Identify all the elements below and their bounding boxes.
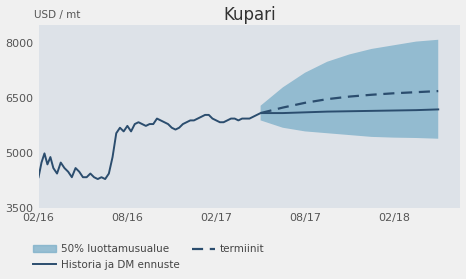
Polygon shape xyxy=(260,40,438,139)
Title: Kupari: Kupari xyxy=(223,6,276,23)
Legend: 50% luottamusualue, Historia ja DM ennuste, termiinit: 50% luottamusualue, Historia ja DM ennus… xyxy=(28,240,269,274)
Text: USD / mt: USD / mt xyxy=(34,10,81,20)
